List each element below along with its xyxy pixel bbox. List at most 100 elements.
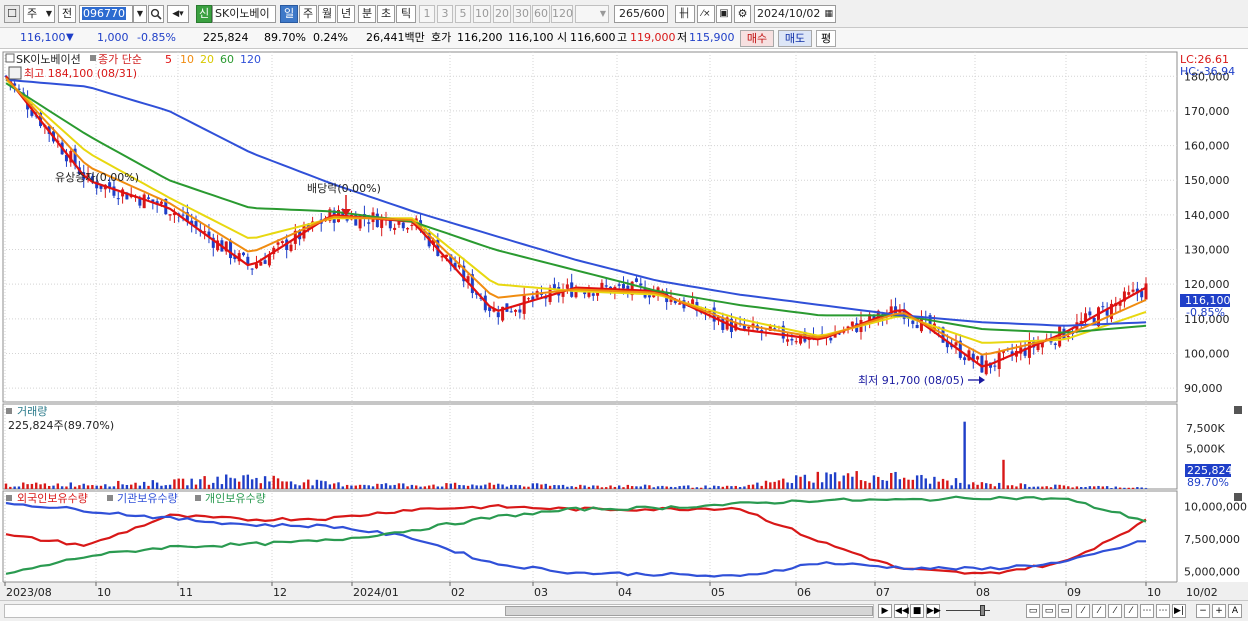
calendar-icon: ▦ bbox=[824, 9, 833, 19]
stock-chart[interactable]: 180,000 170,000 160,000 150,000 140,000 130,0… bbox=[0, 50, 1248, 600]
sound-button[interactable]: ◀▾ bbox=[167, 5, 189, 23]
scroll-right-button[interactable]: ▶ bbox=[878, 604, 892, 618]
volume-bar bbox=[635, 486, 638, 489]
volume-bar bbox=[440, 486, 444, 489]
interval-10[interactable]: 10 bbox=[473, 5, 491, 23]
interval-120[interactable]: 120 bbox=[551, 5, 573, 23]
volume-bar bbox=[52, 485, 55, 489]
zoom-in-button[interactable]: + bbox=[1212, 604, 1226, 618]
ask-label: 호가 bbox=[431, 31, 452, 44]
tool-button-2[interactable]: ⁄ bbox=[1092, 604, 1106, 618]
tab-yearly[interactable]: 년 bbox=[337, 5, 355, 23]
interval-5[interactable]: 5 bbox=[455, 5, 471, 23]
tab-second[interactable]: 초 bbox=[377, 5, 395, 23]
volume-bar bbox=[415, 485, 418, 489]
holdings-panel[interactable] bbox=[2, 490, 1178, 583]
layout-button-3[interactable]: ▭ bbox=[1058, 604, 1072, 618]
count-input[interactable]: 265/600 bbox=[614, 5, 668, 23]
volume-bar bbox=[358, 484, 362, 489]
tab-minute[interactable]: 분 bbox=[358, 5, 376, 23]
volume-bar bbox=[501, 484, 504, 489]
chart-area[interactable]: 180,000 170,000 160,000 150,000 140,000 130,0… bbox=[0, 50, 1248, 600]
tab-label: 년 bbox=[340, 7, 352, 20]
zoom-slider-knob[interactable] bbox=[980, 605, 985, 616]
ma-line-20 bbox=[5, 78, 1147, 344]
holdings-line-0 bbox=[5, 503, 1147, 575]
holdings-panel-close[interactable] bbox=[1234, 493, 1242, 501]
prev-button[interactable]: 전 bbox=[58, 5, 76, 23]
volume-bar bbox=[773, 481, 776, 489]
price-panel[interactable] bbox=[2, 51, 1178, 403]
volume-bar bbox=[665, 486, 668, 489]
draw-tool-button[interactable]: ⁄× bbox=[697, 5, 715, 23]
tab-monthly[interactable]: 월 bbox=[318, 5, 336, 23]
rewind-button[interactable]: ◀◀ bbox=[894, 604, 909, 618]
code-dropdown-button[interactable]: ▼ bbox=[133, 5, 147, 23]
interval-30[interactable]: 30 bbox=[513, 5, 531, 23]
eval-button[interactable]: 평 bbox=[816, 30, 836, 47]
tool-button-6[interactable]: ⋯ bbox=[1156, 604, 1170, 618]
volume-bar bbox=[928, 483, 932, 489]
candle-body bbox=[1092, 317, 1096, 324]
zoom-slider[interactable] bbox=[946, 610, 990, 611]
scroll-thumb[interactable] bbox=[505, 606, 873, 616]
stop-button[interactable]: ■ bbox=[910, 604, 924, 618]
search-button[interactable] bbox=[148, 5, 164, 23]
interval-3[interactable]: 3 bbox=[437, 5, 453, 23]
date-input[interactable]: 2024/10/02 ▦ bbox=[754, 5, 836, 23]
scroll-track[interactable] bbox=[4, 604, 874, 618]
volume-bar bbox=[972, 482, 975, 489]
volume-bar bbox=[311, 485, 314, 489]
forward-button[interactable]: ▶▶ bbox=[926, 604, 941, 618]
candle-body bbox=[1002, 350, 1005, 353]
tool-button-4[interactable]: ⁄ bbox=[1124, 604, 1138, 618]
volume-bar bbox=[915, 475, 919, 489]
tab-daily[interactable]: 일 bbox=[280, 5, 298, 23]
auto-scale-button[interactable]: A bbox=[1228, 604, 1242, 618]
chart-menu-button[interactable]: ☐ bbox=[4, 5, 20, 23]
interval-60[interactable]: 60 bbox=[532, 5, 550, 23]
volume-bar bbox=[730, 486, 733, 489]
volume-bar bbox=[894, 471, 897, 489]
candle-body bbox=[1088, 311, 1092, 316]
volume-bar bbox=[1041, 486, 1044, 489]
volume-bar bbox=[56, 483, 60, 489]
zoom-out-button[interactable]: − bbox=[1196, 604, 1210, 618]
volume-panel-close[interactable] bbox=[1234, 406, 1242, 414]
layout-button-1[interactable]: ▭ bbox=[1026, 604, 1040, 618]
candle-body bbox=[99, 185, 103, 189]
interval-custom-input[interactable]: ▼ bbox=[575, 5, 609, 23]
save-button[interactable]: ▣ bbox=[716, 5, 732, 23]
volume-legend-marker bbox=[6, 408, 12, 414]
interval-1[interactable]: 1 bbox=[419, 5, 435, 23]
candle-style-button[interactable]: ╫┤ bbox=[675, 5, 695, 23]
tab-weekly[interactable]: 주 bbox=[299, 5, 317, 23]
stock-code-input[interactable]: 096770 bbox=[79, 5, 133, 23]
candle-body bbox=[30, 109, 34, 116]
sell-button[interactable]: 매도 bbox=[778, 30, 812, 47]
volume-bar bbox=[220, 484, 224, 489]
volume-bar bbox=[881, 480, 884, 489]
panel-lock-icon[interactable] bbox=[8, 66, 22, 80]
buy-button[interactable]: 매수 bbox=[740, 30, 774, 47]
price-axis-label: 140,000 bbox=[1184, 209, 1230, 222]
price-axis-label: 170,000 bbox=[1184, 105, 1230, 118]
volume-bar bbox=[527, 486, 530, 489]
tool-button-5[interactable]: ⋯ bbox=[1140, 604, 1154, 618]
volume-bar bbox=[514, 484, 517, 489]
volume-bar bbox=[121, 484, 124, 489]
settings-button[interactable]: ⚙ bbox=[734, 5, 751, 23]
scroll-end-button[interactable]: ▶| bbox=[1172, 604, 1186, 618]
tool-button-1[interactable]: ⁄ bbox=[1076, 604, 1090, 618]
gear-icon: ⚙ bbox=[737, 7, 748, 20]
volume-panel[interactable] bbox=[2, 403, 1178, 490]
volume-bar bbox=[78, 485, 81, 489]
tool-button-3[interactable]: ⁄ bbox=[1108, 604, 1122, 618]
ma-line-60 bbox=[5, 82, 1147, 334]
tab-tick[interactable]: 틱 bbox=[396, 5, 416, 23]
volume-bar bbox=[173, 479, 176, 489]
candle-body bbox=[254, 263, 258, 269]
layout-button-2[interactable]: ▭ bbox=[1042, 604, 1056, 618]
interval-20[interactable]: 20 bbox=[493, 5, 511, 23]
period-select[interactable]: 주 ▼ bbox=[23, 5, 55, 23]
